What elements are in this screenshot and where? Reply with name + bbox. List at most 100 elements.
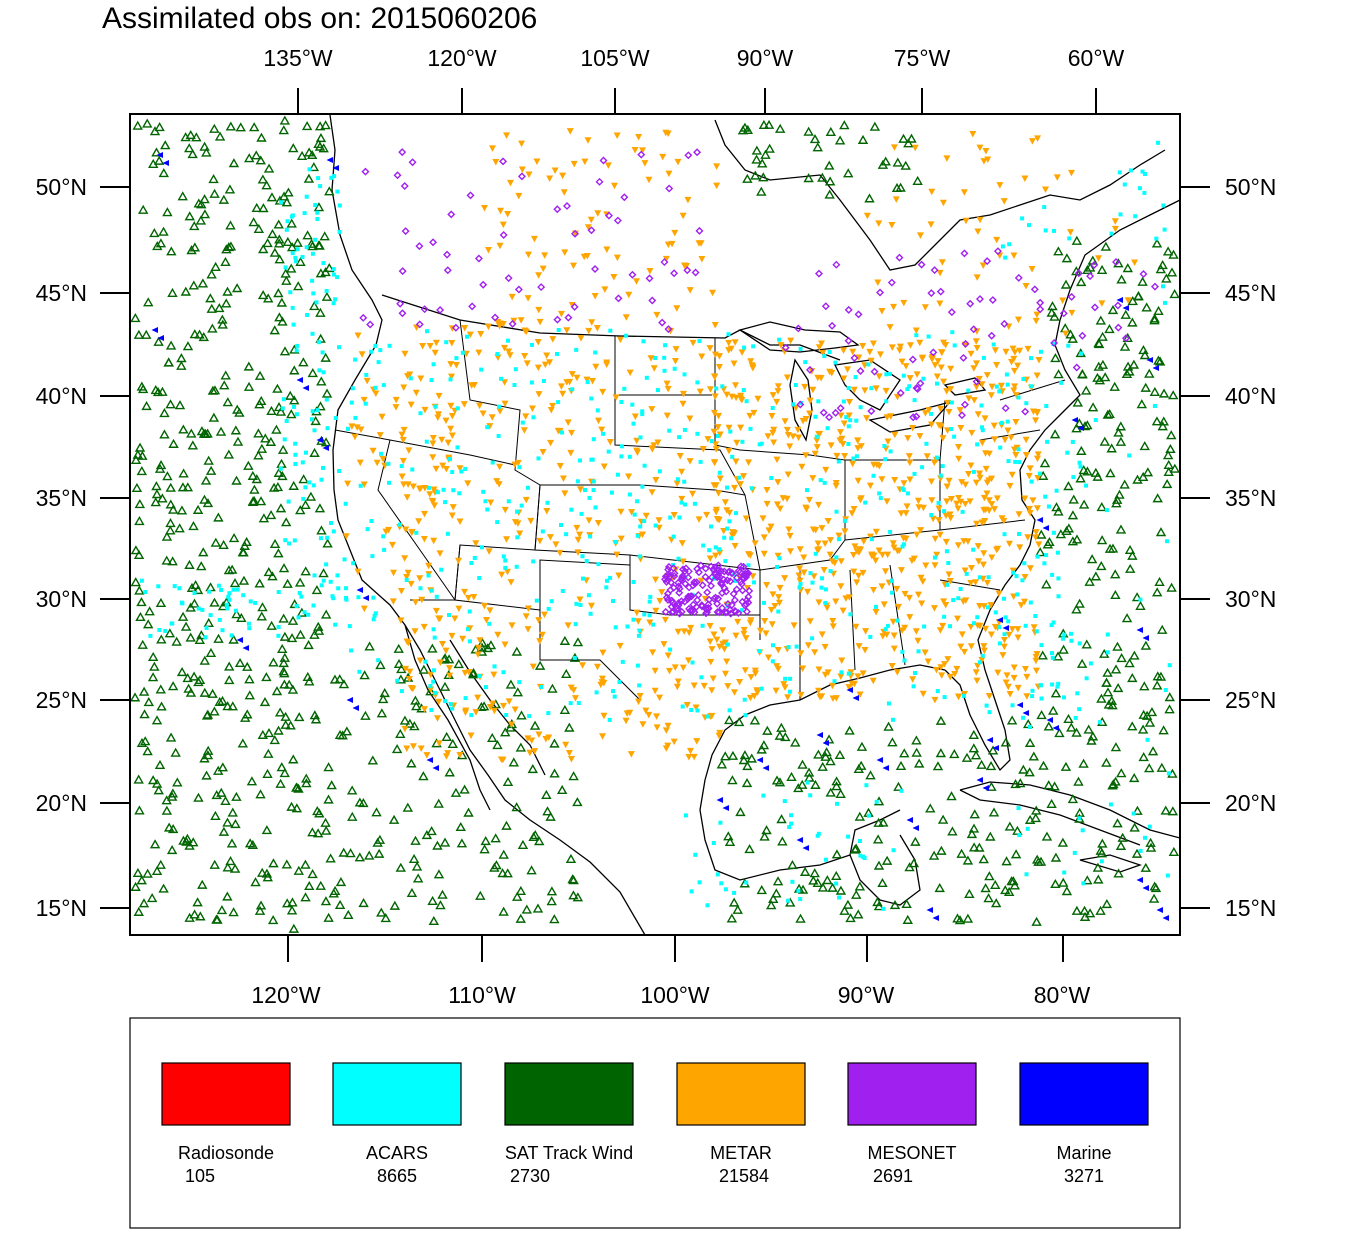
metar-observation-marker	[987, 392, 995, 399]
acars-observation-marker	[1077, 460, 1082, 465]
sat-observation-marker	[1041, 831, 1053, 841]
sat-observation-marker	[217, 319, 228, 329]
acars-observation-marker	[569, 507, 574, 512]
metar-observation-marker	[678, 495, 686, 503]
metar-observation-marker	[817, 340, 825, 347]
metar-observation-marker	[709, 675, 717, 683]
metar-observation-marker	[883, 498, 891, 505]
metar-observation-marker	[998, 515, 1006, 522]
marine-observation-marker	[912, 825, 919, 831]
metar-observation-marker	[448, 632, 456, 640]
mesonet-observation-marker	[661, 607, 670, 616]
metar-observation-marker	[479, 410, 487, 418]
acars-observation-marker	[682, 427, 687, 432]
acars-observation-marker	[823, 587, 828, 592]
acars-observation-marker	[1042, 205, 1047, 210]
sat-observation-marker	[376, 907, 387, 917]
metar-observation-marker	[850, 551, 858, 559]
sat-observation-marker	[962, 855, 974, 865]
metar-observation-marker	[773, 501, 781, 508]
acars-observation-marker	[975, 442, 980, 447]
acars-observation-marker	[1067, 236, 1072, 241]
acars-observation-marker	[483, 499, 488, 504]
metar-observation-marker	[811, 649, 819, 656]
metar-observation-marker	[939, 435, 947, 442]
mesonet-observation-marker	[969, 325, 978, 334]
sat-observation-marker	[288, 143, 299, 153]
sat-observation-marker	[214, 696, 225, 706]
acars-observation-marker	[295, 247, 300, 252]
metar-observation-marker	[716, 549, 724, 557]
metar-observation-marker	[818, 525, 826, 532]
sat-observation-marker	[1068, 494, 1079, 504]
sat-observation-marker	[968, 729, 980, 739]
acars-observation-marker	[869, 386, 874, 391]
sat-observation-marker	[928, 850, 940, 860]
right-tick-label: 45°N	[1225, 280, 1276, 306]
acars-observation-marker	[579, 511, 584, 516]
sat-observation-marker	[1155, 264, 1166, 274]
sat-observation-marker	[742, 124, 754, 134]
sat-observation-marker	[205, 647, 217, 658]
metar-observation-marker	[769, 392, 777, 399]
acars-observation-marker	[463, 696, 468, 701]
acars-observation-marker	[465, 627, 470, 632]
mesonet-observation-marker	[468, 302, 477, 311]
metar-observation-marker	[408, 528, 416, 536]
sat-observation-marker	[277, 444, 289, 454]
metar-observation-marker	[464, 594, 472, 602]
acars-observation-marker	[1070, 439, 1075, 444]
acars-observation-marker	[1017, 833, 1022, 838]
metar-observation-marker	[831, 559, 839, 567]
metar-observation-marker	[894, 603, 902, 611]
sat-observation-marker	[825, 756, 836, 766]
metar-observation-marker	[587, 216, 595, 224]
acars-observation-marker	[381, 383, 386, 388]
sat-observation-marker	[186, 428, 197, 438]
sat-observation-marker	[286, 905, 298, 915]
acars-observation-marker	[530, 342, 534, 347]
acars-observation-marker	[540, 529, 545, 534]
mesonet-observation-marker	[645, 274, 654, 283]
acars-observation-marker	[1066, 343, 1071, 348]
sat-observation-marker	[1090, 467, 1102, 477]
metar-observation-marker	[954, 542, 962, 549]
metar-observation-marker	[993, 546, 1001, 554]
acars-observation-marker	[399, 689, 404, 694]
acars-observation-marker	[1017, 460, 1022, 465]
mesonet-observation-marker	[684, 592, 693, 601]
metar-observation-marker	[563, 327, 571, 334]
acars-observation-marker	[373, 385, 378, 390]
sat-observation-marker	[1096, 848, 1108, 858]
sat-observation-marker	[1139, 681, 1150, 691]
sat-observation-marker	[787, 859, 798, 870]
metar-observation-marker	[514, 459, 522, 467]
acars-observation-marker	[445, 531, 450, 536]
metar-observation-marker	[538, 631, 546, 639]
sat-observation-marker	[194, 329, 205, 339]
metar-observation-marker	[973, 677, 981, 685]
metar-observation-marker	[975, 558, 983, 565]
metar-observation-marker	[983, 479, 991, 487]
sat-observation-marker	[937, 814, 949, 824]
metar-observation-marker	[442, 647, 450, 655]
sat-observation-marker	[1124, 544, 1136, 554]
sat-observation-marker	[320, 896, 332, 906]
metar-observation-marker	[568, 371, 576, 378]
acars-observation-marker	[815, 833, 820, 838]
metar-observation-marker	[1098, 300, 1106, 307]
mesonet-observation-marker	[912, 412, 921, 421]
metar-observation-marker	[435, 740, 443, 747]
sat-observation-marker	[134, 516, 145, 526]
mesonet-observation-marker	[690, 578, 699, 587]
sat-observation-marker	[213, 633, 224, 643]
sat-observation-marker	[925, 803, 936, 813]
metar-observation-marker	[809, 475, 817, 482]
mesonet-observation-marker	[713, 572, 722, 580]
metar-observation-marker	[972, 579, 980, 586]
metar-observation-marker	[472, 540, 480, 547]
left-tick-label: 20°N	[36, 790, 87, 816]
mesonet-observation-marker	[703, 588, 712, 597]
metar-observation-marker	[428, 497, 436, 505]
mesonet-observation-marker	[698, 581, 707, 590]
